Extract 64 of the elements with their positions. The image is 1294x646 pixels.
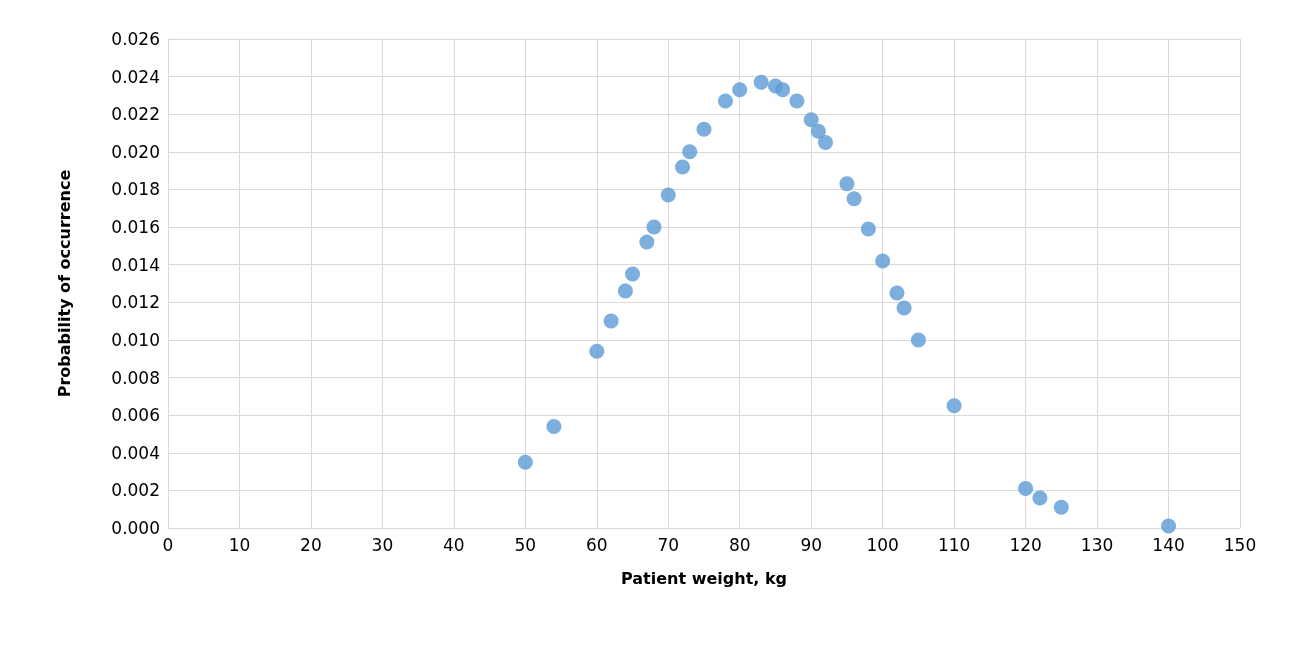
x-tick-label: 130: [1080, 534, 1114, 555]
point: [946, 398, 962, 414]
x-tick-label: 100: [866, 534, 899, 555]
point: [753, 74, 769, 90]
x-axis-title: Patient weight, kg: [620, 568, 788, 588]
point: [646, 219, 662, 235]
point: [789, 93, 805, 109]
y-tick-label: 0.008: [111, 367, 160, 388]
x-tick-label: 150: [1223, 534, 1257, 555]
point: [889, 285, 905, 301]
point: [818, 134, 833, 150]
y-tick-label: 0.016: [111, 217, 160, 238]
point: [1161, 518, 1177, 534]
x-tick-label: 30: [371, 534, 394, 555]
point: [1032, 490, 1048, 506]
point: [732, 82, 748, 98]
point: [803, 112, 819, 128]
x-tick-label: 70: [657, 534, 680, 555]
point: [1053, 499, 1069, 515]
x-tick-label: 80: [728, 534, 751, 555]
x-tick-label: 10: [228, 534, 251, 555]
point: [625, 266, 641, 282]
y-tick-label: 0.012: [111, 292, 160, 313]
x-tick-label: 50: [514, 534, 537, 555]
point: [875, 253, 891, 269]
point: [617, 283, 633, 299]
y-tick-label: 0.020: [111, 141, 160, 162]
point: [589, 343, 605, 359]
x-tick-label: 110: [937, 534, 971, 555]
y-tick-label: 0.024: [111, 66, 160, 87]
point: [860, 221, 876, 237]
x-tick-label: 0: [162, 534, 174, 555]
point: [896, 300, 912, 316]
y-tick-label: 0.004: [111, 442, 160, 463]
point: [810, 123, 826, 139]
x-tick-label: 20: [300, 534, 322, 555]
x-tick-label: 90: [800, 534, 823, 555]
y-tick-label: 0.018: [111, 179, 160, 200]
point: [546, 418, 562, 434]
y-tick-label: 0.026: [111, 29, 160, 49]
y-tick-label: 0.006: [111, 405, 160, 426]
point: [660, 187, 676, 203]
x-tick-label: 120: [1009, 534, 1042, 555]
point: [696, 121, 712, 137]
y-tick-label: 0.000: [111, 518, 160, 538]
point: [846, 191, 862, 207]
point: [839, 176, 855, 192]
point: [910, 332, 926, 348]
y-axis-title: Probability of occurrence: [54, 169, 74, 398]
y-tick-label: 0.014: [111, 254, 160, 275]
x-tick-label: 40: [443, 534, 465, 555]
y-tick-label: 0.002: [111, 480, 160, 501]
x-tick-label: 60: [585, 534, 608, 555]
point: [775, 82, 791, 98]
point: [675, 159, 691, 175]
point: [682, 144, 698, 160]
y-tick-label: 0.010: [111, 329, 160, 350]
point: [639, 234, 655, 250]
point: [1018, 481, 1034, 496]
point: [717, 93, 733, 109]
x-tick-label: 140: [1152, 534, 1185, 555]
point: [517, 454, 533, 470]
point: [603, 313, 619, 329]
y-tick-label: 0.022: [111, 104, 160, 125]
